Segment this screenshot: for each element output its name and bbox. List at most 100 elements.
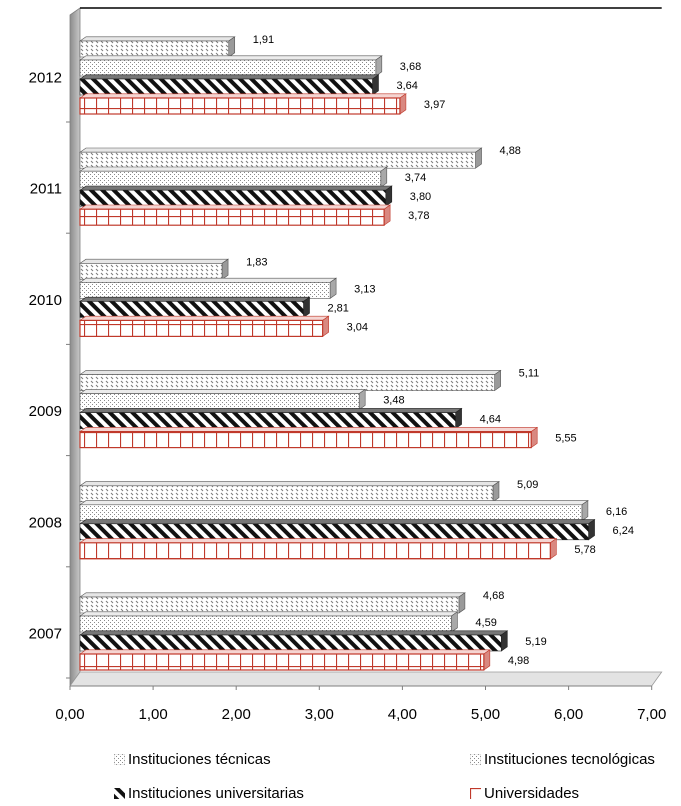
bar [79,170,382,188]
bar-top-face [79,296,311,302]
bar [79,282,331,299]
data-label: 4,59 [475,617,496,629]
bar [79,485,494,503]
y-tick-label: 2009 [29,403,62,420]
y-tick-label: 2007 [29,626,62,643]
data-label: 3,78 [408,210,429,222]
data-label: 3,64 [396,80,417,92]
bar-top-face [79,93,407,99]
data-label: 3,13 [354,283,375,295]
data-label: 6,16 [606,506,627,518]
bar [79,208,385,226]
legend-label-tecnicas: Instituciones técnicas [128,751,271,768]
bar [79,412,456,429]
legend-label-universitarias: Instituciones universitarias [128,785,304,802]
y-tick-label: 2008 [29,514,62,531]
bar-top-face [79,36,236,42]
legend-item-universitarias: Instituciones universitarias [114,785,304,802]
legend-swatch-universidades [470,788,481,799]
data-label: 3,04 [347,321,368,333]
bar-top-face [79,630,509,636]
bar [79,634,502,652]
data-label: 6,24 [613,525,634,537]
legend-swatch-tecnicas [114,754,125,765]
bar-top-face [79,500,589,506]
chart-floor [69,671,663,687]
bar-top-face [79,611,459,617]
bar-top-face [79,592,466,598]
x-tick-label: 7,00 [637,706,666,723]
bar [79,615,452,633]
bar [79,504,583,522]
data-label: 4,98 [508,655,529,667]
bar [79,431,532,449]
data-label: 5,19 [525,636,546,648]
data-label: 3,48 [383,395,404,407]
data-label: 2,81 [328,302,349,314]
data-label: 5,55 [555,433,576,445]
bar [79,263,223,280]
x-tick-label: 2,00 [222,706,251,723]
bar [79,542,551,560]
data-label: 5,09 [517,479,538,491]
bar [79,78,373,96]
data-label: 5,11 [519,368,540,380]
bar [79,59,377,77]
bar-top-face [79,538,558,544]
data-label: 4,88 [500,145,521,157]
bar-top-face [79,74,380,80]
y-tick-label: 2010 [29,292,62,309]
bar [79,523,589,541]
y-tick-label: 2012 [29,70,62,87]
bar-top-face [79,55,383,61]
bar-top-face [79,481,500,487]
chart-side-wall [69,7,81,688]
data-label: 3,80 [410,191,431,203]
bar-top-face [79,277,338,283]
bar-top-face [79,147,483,153]
x-tick-label: 0,00 [55,706,84,723]
legend-swatch-tecnologicas [470,754,481,765]
bar-top-face [79,408,463,413]
data-label: 4,64 [480,414,501,426]
bar-top-face [79,370,502,375]
bar [79,40,230,58]
x-tick-label: 3,00 [305,706,334,723]
bar-top-face [79,166,388,172]
bar-top-face [79,389,367,394]
legend-item-universidades: Universidades [470,785,579,802]
bar [79,151,476,169]
bar-top-face [79,185,393,191]
legend-label-universidades: Universidades [484,785,580,802]
bar [79,374,495,391]
bar [79,653,485,671]
legend-item-tecnicas: Instituciones técnicas [114,751,271,768]
x-tick-label: 6,00 [554,706,583,723]
bar [79,189,387,207]
bar [79,319,324,337]
data-label: 5,78 [574,544,595,556]
bar-top-face [79,649,491,655]
legend-label-tecnologicas: Instituciones tecnológicas [484,751,655,768]
bar-top-face [79,315,330,321]
bar [79,393,360,410]
x-tick-label: 4,00 [388,706,417,723]
legend-item-tecnologicas: Instituciones tecnológicas [470,751,655,768]
bar [79,97,401,115]
bar-top-face [79,204,392,210]
bar-top-face [79,258,230,264]
y-tick-label: 2011 [30,181,62,198]
x-tick-label: 5,00 [471,706,500,723]
bar-top-face [79,427,539,432]
data-label: 3,97 [424,99,445,111]
data-label: 3,68 [400,61,421,73]
data-label: 1,91 [253,34,274,46]
bar-top-face [79,519,596,525]
data-label: 1,83 [246,256,267,268]
x-tick-label: 1,00 [138,706,167,723]
legend-swatch-universitarias [114,788,125,799]
bar [79,596,460,614]
data-label: 4,68 [483,590,504,602]
